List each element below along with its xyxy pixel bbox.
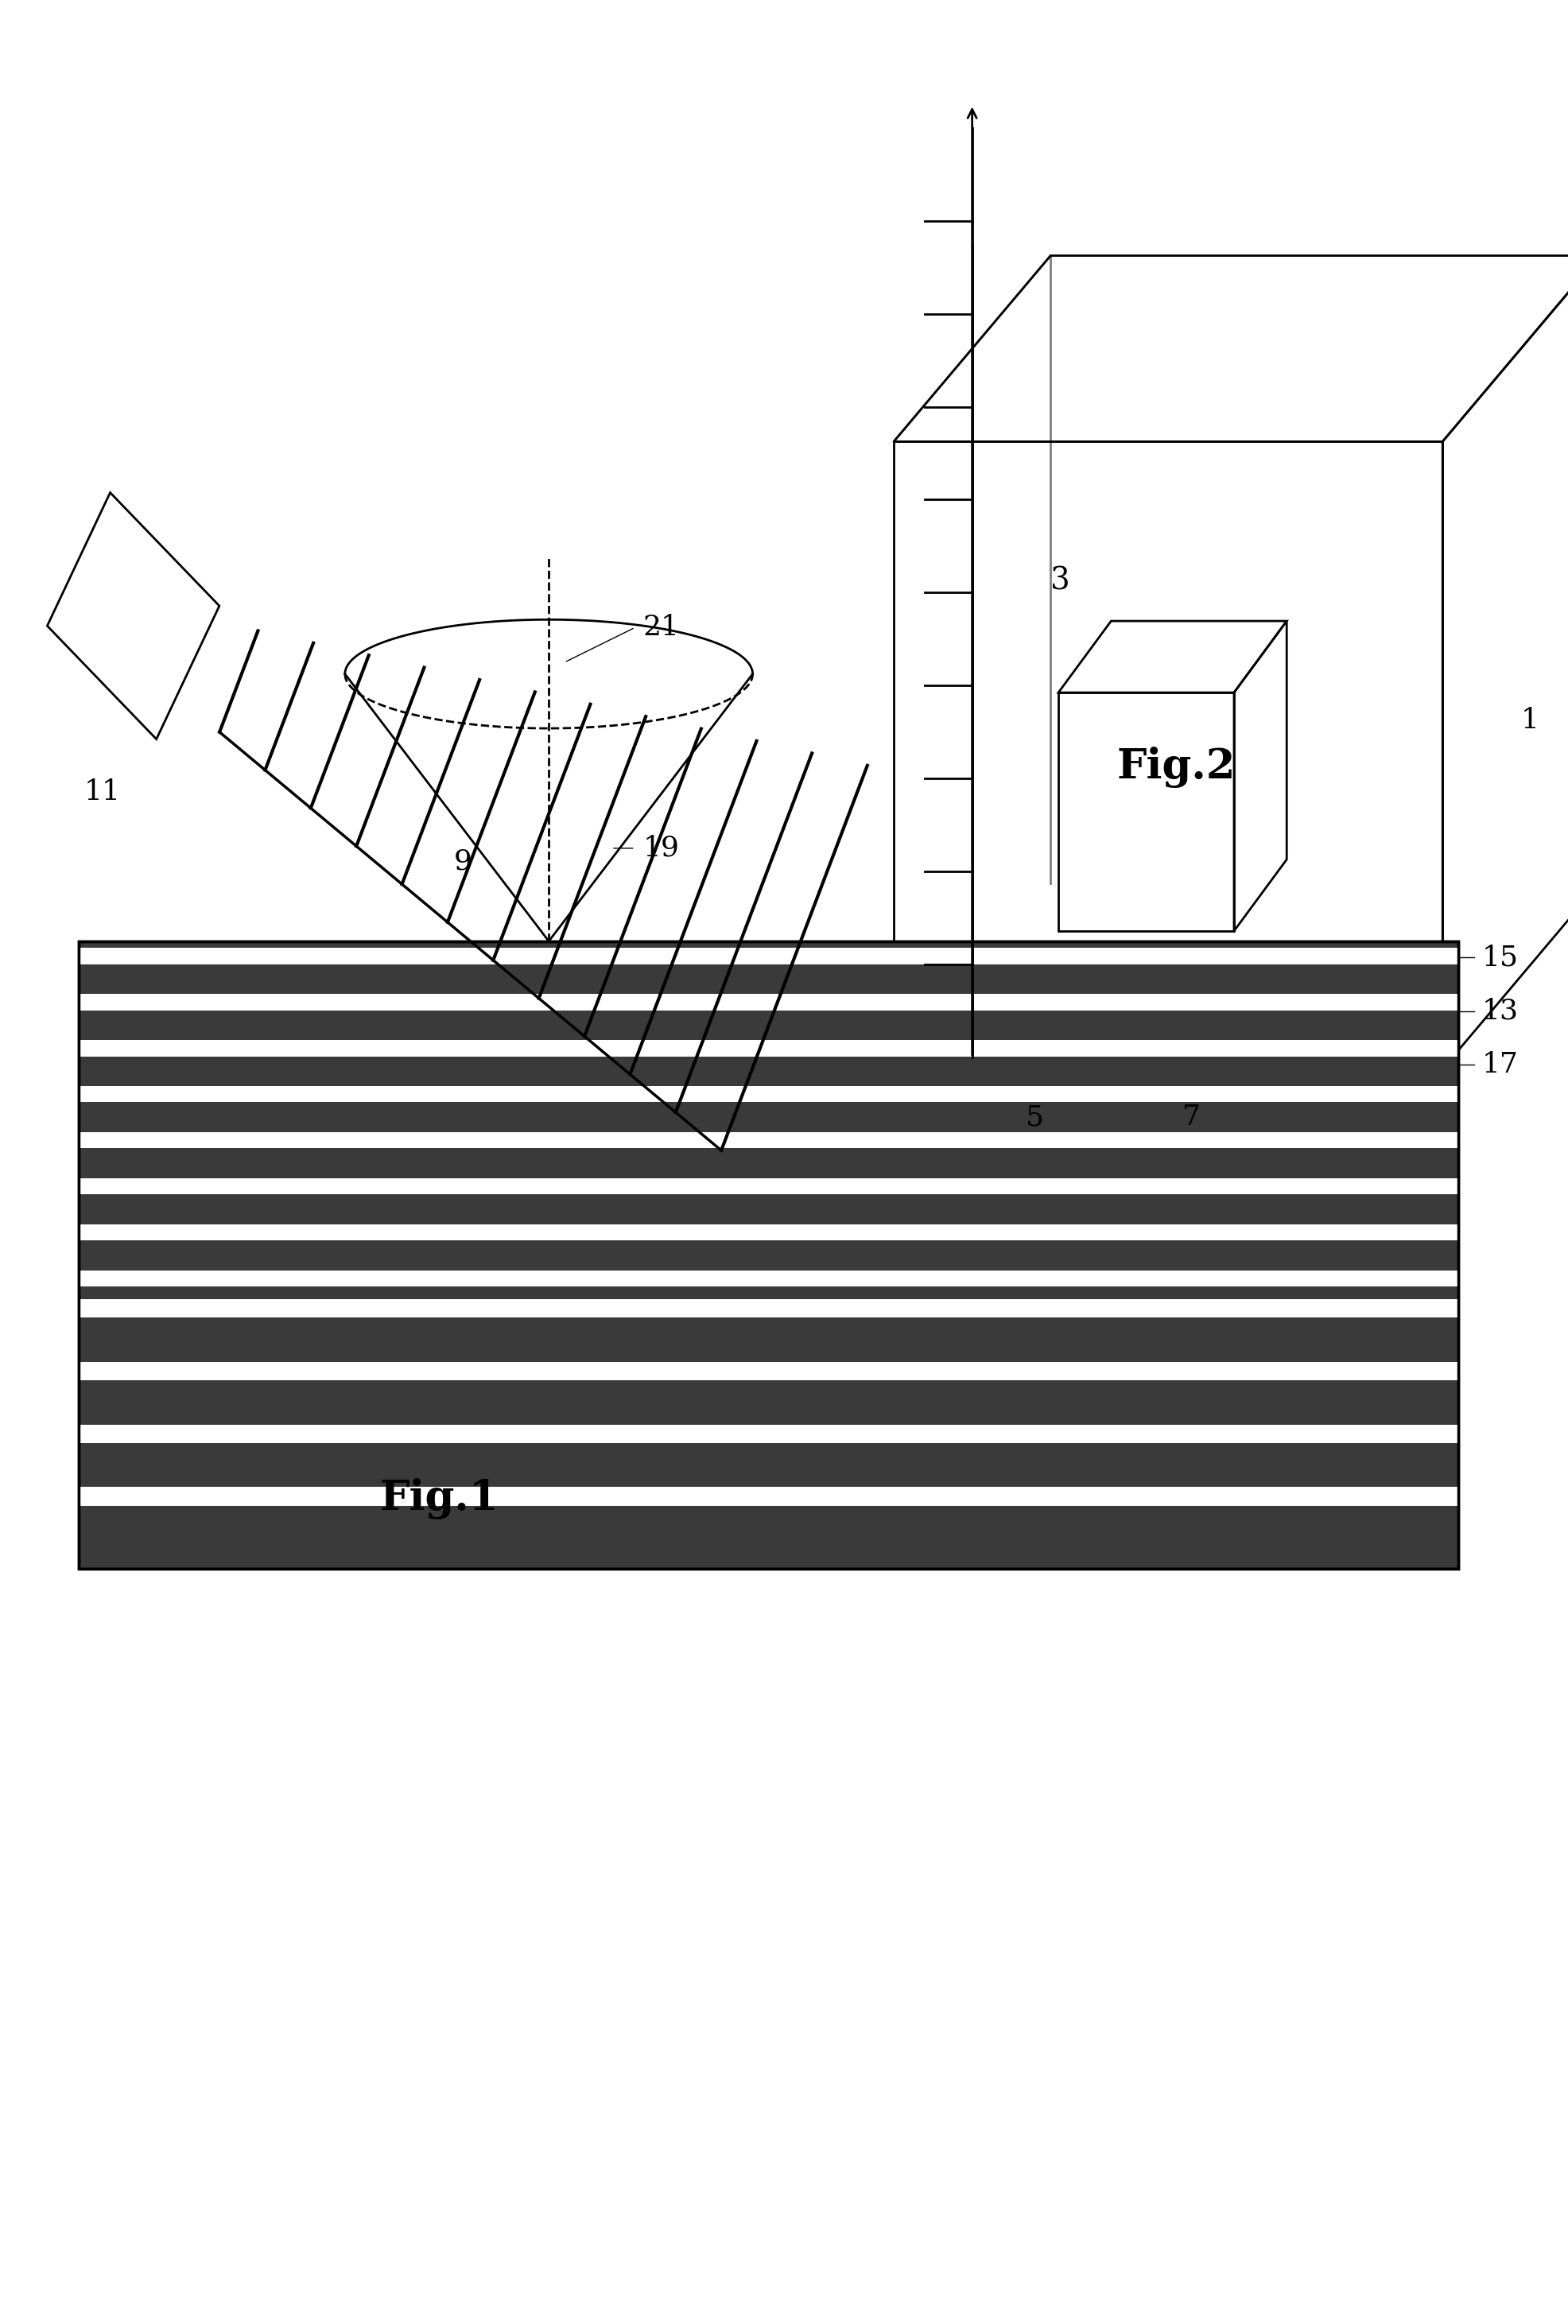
Bar bbox=[78, 941, 1458, 1569]
Bar bbox=[78, 1225, 1458, 1241]
Text: 17: 17 bbox=[1482, 1050, 1518, 1078]
Text: 3: 3 bbox=[1051, 567, 1071, 595]
Bar bbox=[78, 1425, 1458, 1443]
Text: 13: 13 bbox=[1482, 997, 1518, 1025]
Bar bbox=[78, 948, 1458, 964]
Text: 11: 11 bbox=[83, 779, 121, 806]
Text: 7: 7 bbox=[1182, 1104, 1201, 1132]
Text: 1: 1 bbox=[1521, 706, 1540, 734]
Text: 15: 15 bbox=[1482, 944, 1518, 971]
Text: Fig.2: Fig.2 bbox=[1116, 746, 1236, 788]
Bar bbox=[78, 995, 1458, 1011]
Text: 5: 5 bbox=[1025, 1104, 1044, 1132]
Bar bbox=[78, 1487, 1458, 1506]
Bar bbox=[78, 1041, 1458, 1055]
Text: 9: 9 bbox=[453, 848, 472, 876]
Text: 21: 21 bbox=[643, 614, 679, 641]
Bar bbox=[78, 1362, 1458, 1380]
Text: 19: 19 bbox=[643, 834, 679, 862]
Text: Fig.1: Fig.1 bbox=[379, 1478, 499, 1520]
Bar bbox=[78, 1132, 1458, 1148]
Bar bbox=[78, 1178, 1458, 1195]
Bar bbox=[78, 1299, 1458, 1318]
Bar bbox=[78, 1085, 1458, 1102]
Bar bbox=[78, 1271, 1458, 1287]
Bar bbox=[78, 941, 1458, 1569]
